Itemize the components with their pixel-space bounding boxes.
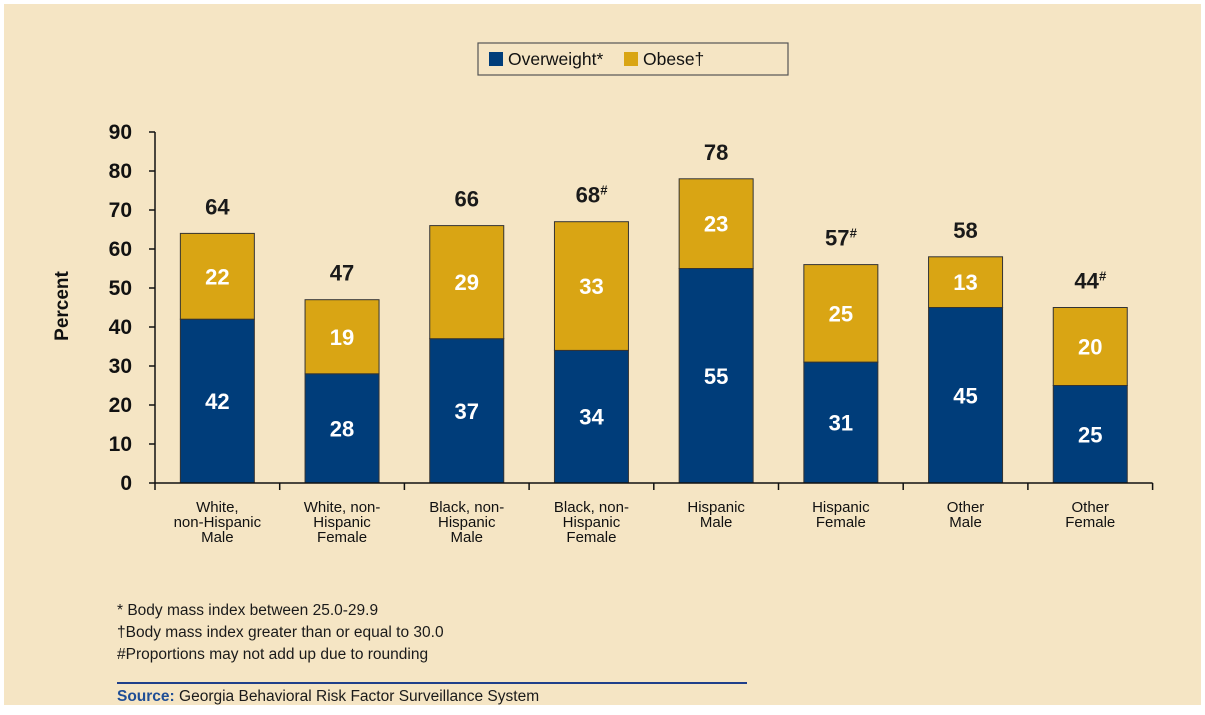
bar-obese-3 — [553, 221, 629, 351]
bar-overweight-3 — [553, 349, 629, 484]
bar-value-overweight-4: 55 — [704, 364, 728, 389]
bar-value-obese-0: 22 — [205, 264, 229, 289]
x-tick-label-2-line-2: Male — [450, 529, 483, 546]
x-tick-label-6-line-0: Other — [947, 499, 985, 516]
legend-label-0: Overweight* — [508, 49, 604, 69]
bar-value-obese-5: 25 — [829, 301, 853, 326]
legend-swatch-1 — [624, 52, 638, 66]
x-tick-label-4-line-1: Male — [700, 514, 733, 531]
x-tick-label-1-line-2: Female — [317, 529, 367, 546]
footnote-overweight: * Body mass index between 25.0-29.9 — [117, 602, 379, 619]
footnotes: * Body mass index between 25.0-29.9 †Bod… — [117, 600, 444, 666]
bar-value-obese-7: 20 — [1078, 335, 1102, 360]
bar-overweight-5 — [803, 361, 879, 484]
bar-total-7: 44# — [1074, 269, 1106, 294]
x-tick-label-3-line-0: Black, non- — [554, 499, 629, 516]
x-tick-label-5-line-1: Female — [816, 514, 866, 531]
bar-total-5: 57# — [825, 226, 857, 251]
x-tick-label-5-line-0: Hispanic — [812, 499, 870, 516]
bar-value-obese-1: 19 — [330, 325, 354, 350]
bar-overweight-4 — [678, 268, 754, 484]
bar-total-2: 66 — [455, 187, 479, 212]
x-tick-label-6-line-1: Male — [949, 514, 982, 531]
bar-obese-5 — [803, 264, 879, 363]
bar-obese-6 — [928, 256, 1004, 309]
bar-value-obese-3: 33 — [579, 274, 603, 299]
bar-value-obese-2: 29 — [455, 270, 479, 295]
bar-total-mark-7: # — [1099, 269, 1107, 284]
y-tick-label-3: 30 — [109, 355, 132, 378]
bar-total-1: 47 — [330, 261, 354, 286]
bar-overweight-7 — [1052, 385, 1128, 484]
bar-value-overweight-0: 42 — [205, 389, 229, 414]
bar-value-obese-4: 23 — [704, 212, 728, 237]
bar-value-overweight-3: 34 — [579, 405, 604, 430]
bar-total-6: 58 — [953, 218, 977, 243]
bar-obese-7 — [1052, 307, 1128, 386]
x-tick-label-2-line-1: Hispanic — [438, 514, 496, 531]
x-tick-label-1-line-0: White, non- — [304, 499, 381, 516]
x-tick-label-1-line-1: Hispanic — [313, 514, 371, 531]
bar-total-mark-5: # — [849, 226, 857, 241]
stacked-bar-chart: Overweight* Obese† 0 10 20 30 40 50 60 70 80 90 Per… — [52, 42, 1154, 546]
bar-value-overweight-2: 37 — [455, 399, 479, 424]
footnote-obese: †Body mass index greater than or equal t… — [117, 624, 444, 641]
source-line: Source: Georgia Behavioral Risk Factor S… — [117, 688, 539, 706]
y-tick-label-0: 0 — [120, 472, 132, 495]
footnote-rounding: #Proportions may not add up due to round… — [117, 646, 429, 663]
chart-panel: Overweight* Obese† 0 10 20 30 40 50 60 70 80 90 Per… — [4, 4, 1201, 705]
source-divider — [117, 682, 747, 684]
legend-label-1: Obese† — [643, 49, 704, 69]
x-tick-label-3-line-2: Female — [566, 529, 616, 546]
y-tick-label-9: 90 — [109, 121, 132, 144]
x-tick-label-0-line-2: Male — [201, 529, 234, 546]
y-tick-label-7: 70 — [109, 199, 132, 222]
y-tick-label-1: 10 — [109, 433, 132, 456]
source-label: Source: — [117, 688, 175, 705]
x-tick-label-3-line-1: Hispanic — [563, 514, 621, 531]
legend-swatch-0 — [489, 52, 503, 66]
x-tick-label-7-line-0: Other — [1071, 499, 1109, 516]
x-tick-label-7-line-1: Female — [1065, 514, 1115, 531]
bar-value-overweight-7: 25 — [1078, 422, 1102, 447]
bar-obese-2 — [429, 225, 505, 340]
y-tick-label-4: 40 — [109, 316, 132, 339]
bar-total-mark-3: # — [600, 183, 608, 198]
x-tick-label-0-line-0: White, — [196, 499, 239, 516]
bar-value-overweight-1: 28 — [330, 416, 354, 441]
bar-value-overweight-6: 45 — [953, 383, 977, 408]
x-tick-label-0-line-1: non-Hispanic — [174, 514, 262, 531]
bar-overweight-0 — [179, 318, 255, 484]
bar-obese-0 — [179, 232, 255, 320]
bar-value-overweight-5: 31 — [829, 411, 853, 436]
source-text: Georgia Behavioral Risk Factor Surveilla… — [174, 688, 540, 705]
y-tick-label-5: 50 — [109, 277, 132, 300]
y-tick-label-2: 20 — [109, 394, 132, 417]
bar-total-4: 78 — [704, 140, 728, 165]
bar-obese-4 — [678, 178, 754, 269]
bar-total-0: 64 — [205, 194, 230, 219]
y-tick-label-6: 60 — [109, 238, 132, 261]
y-axis: 0 10 20 30 40 50 60 70 80 90 Percent — [52, 121, 156, 495]
bar-value-obese-6: 13 — [953, 270, 977, 295]
bar-obese-1 — [304, 299, 380, 375]
bar-overweight-1 — [304, 373, 380, 484]
bars: 42 22 64 28 19 47 37 29 66 34 33 68# 55 23 78 31 25 57# 45… — [179, 140, 1128, 484]
x-tick-label-4-line-0: Hispanic — [687, 499, 745, 516]
legend: Overweight* Obese† — [477, 42, 789, 76]
y-tick-label-8: 80 — [109, 160, 132, 183]
bar-total-3: 68# — [576, 183, 608, 208]
x-tick-label-2-line-0: Black, non- — [429, 499, 504, 516]
y-axis-label: Percent — [52, 270, 73, 340]
